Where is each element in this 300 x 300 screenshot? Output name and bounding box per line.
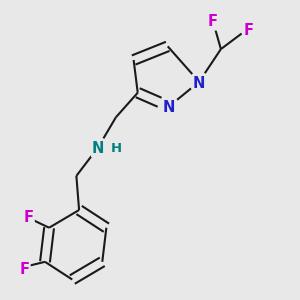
Text: F: F xyxy=(24,210,34,225)
Text: F: F xyxy=(208,14,218,29)
Text: N: N xyxy=(163,100,175,116)
Text: N: N xyxy=(193,76,205,91)
Text: F: F xyxy=(243,22,253,38)
Text: H: H xyxy=(110,142,122,155)
Text: F: F xyxy=(20,262,29,277)
Text: N: N xyxy=(92,141,104,156)
